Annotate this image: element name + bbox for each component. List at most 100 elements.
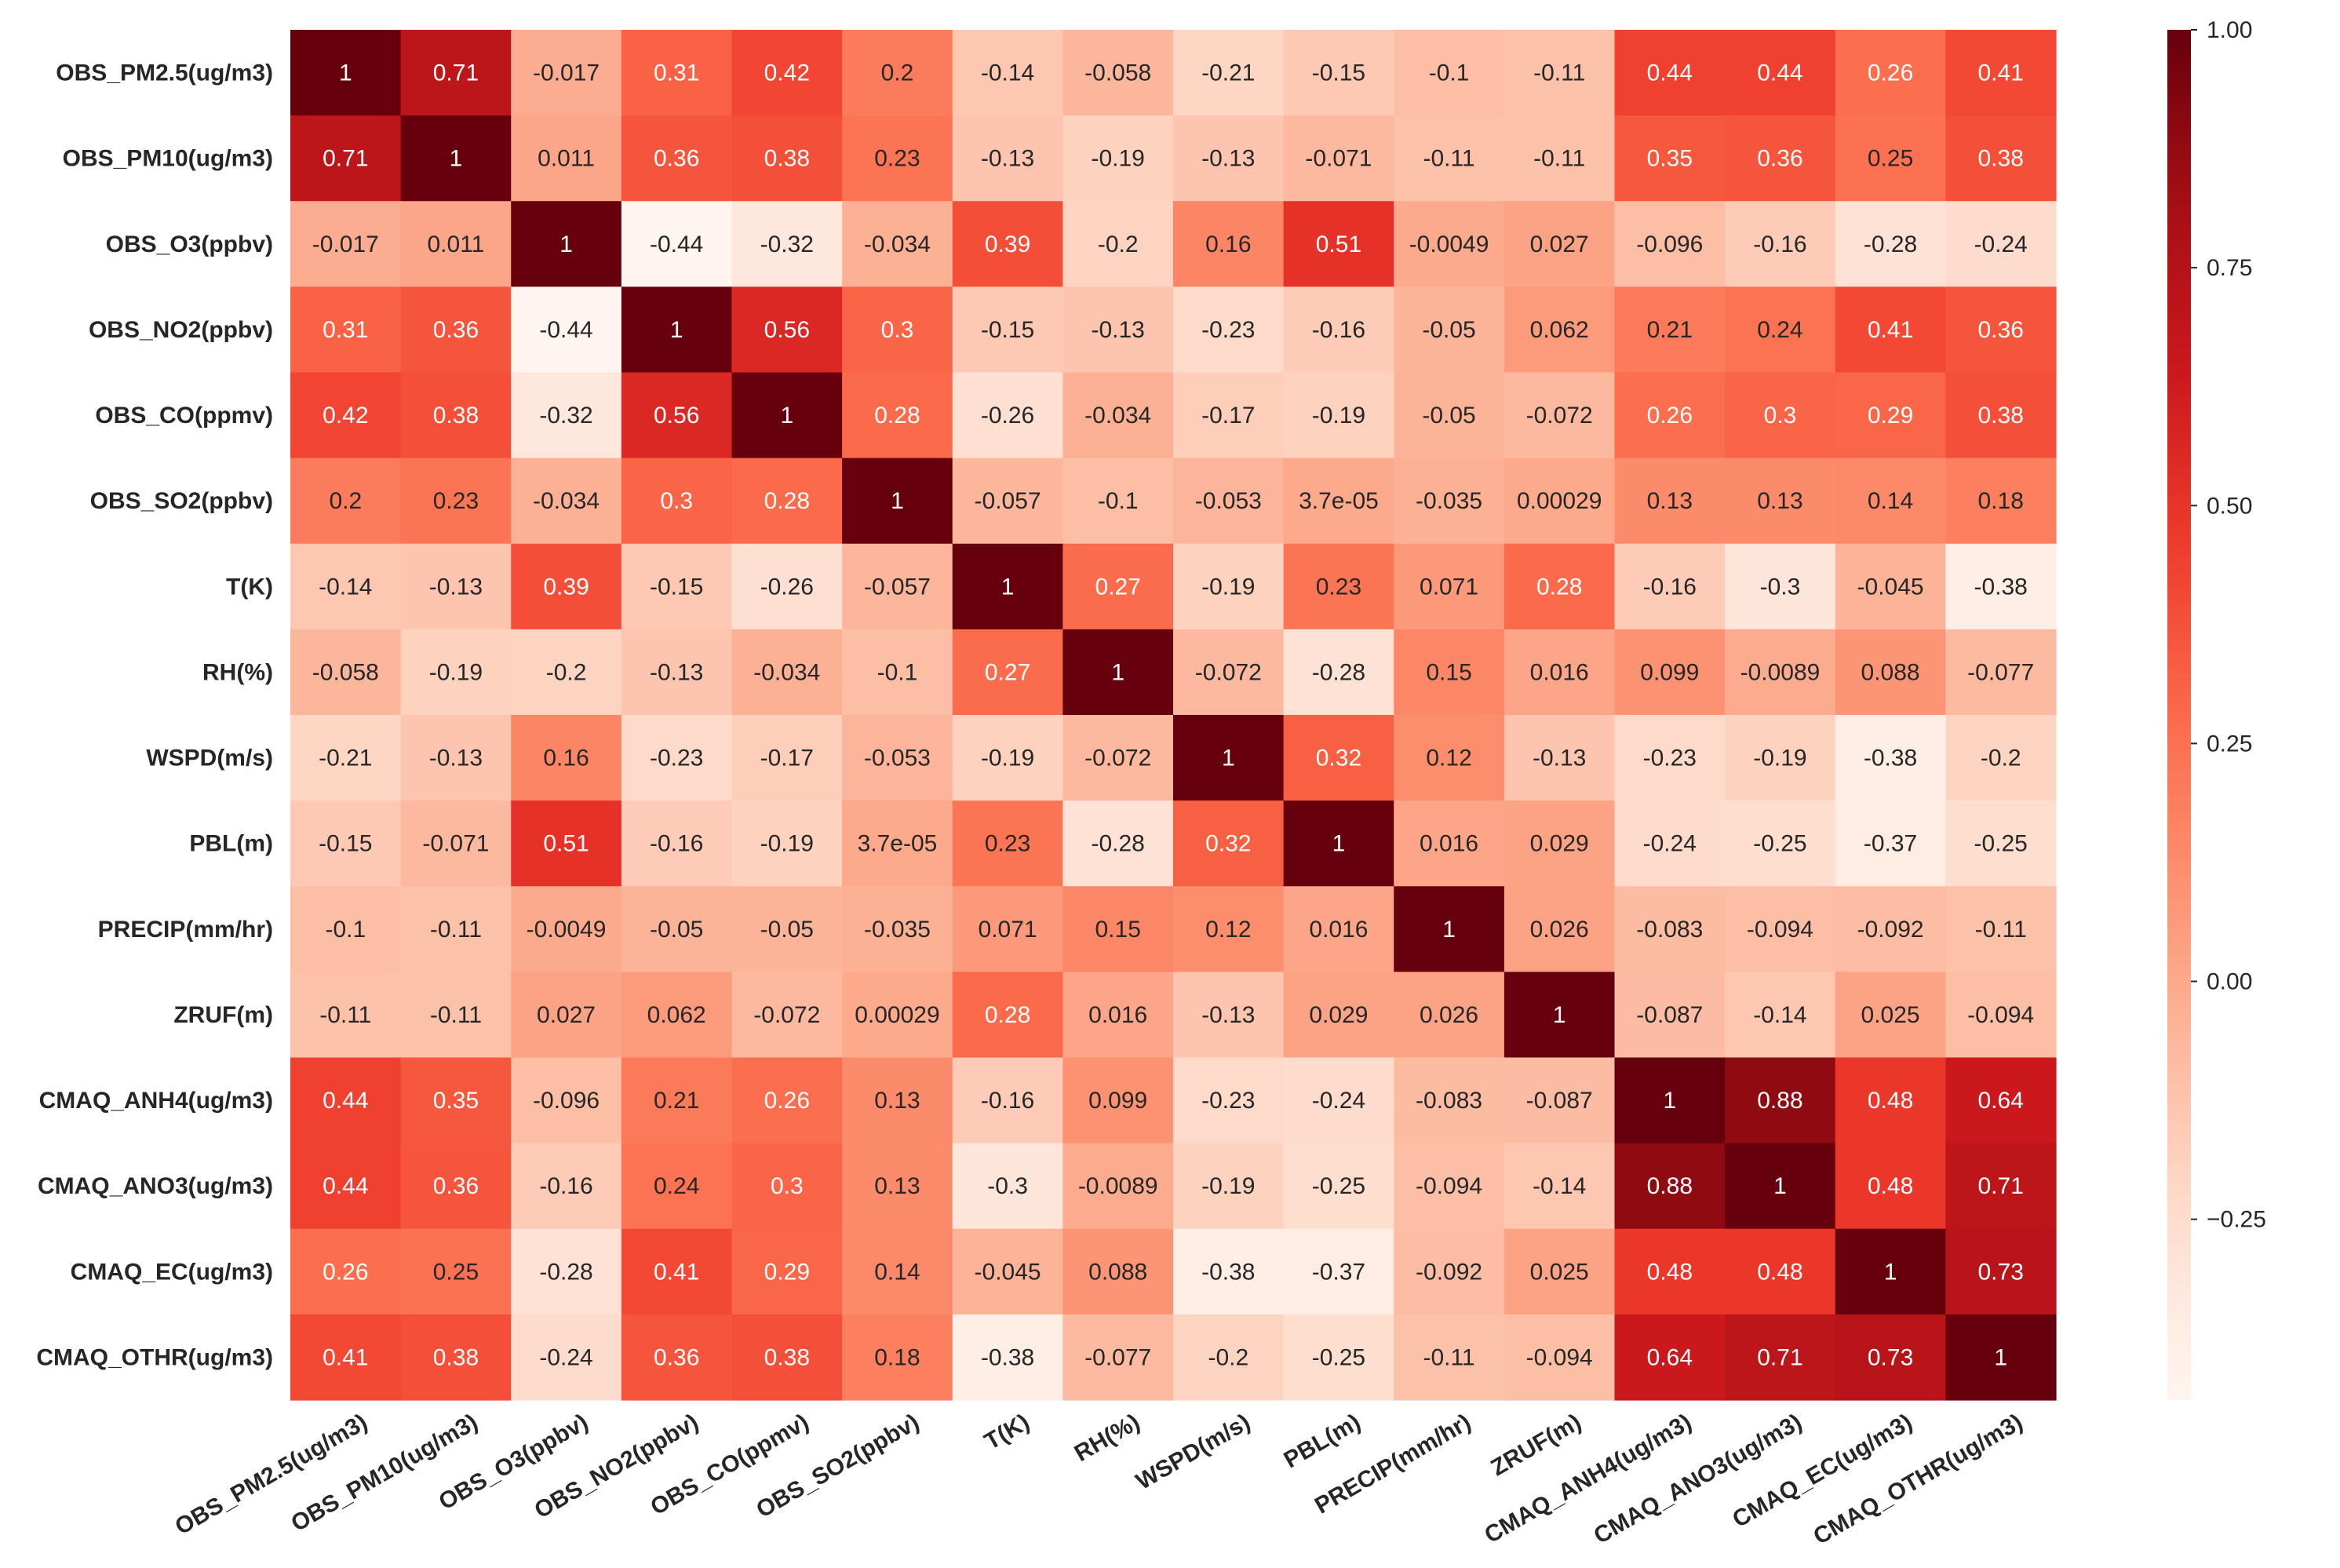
heatmap-cell xyxy=(290,715,402,801)
heatmap-cell xyxy=(1504,458,1616,545)
cell-value-label: 0.088 xyxy=(1088,1259,1147,1285)
cell-value-label: -0.05 xyxy=(1422,317,1475,343)
heatmap-cell xyxy=(1173,286,1285,374)
cell-value-label: -0.057 xyxy=(975,488,1041,514)
cell-value-label: 1 xyxy=(1111,659,1124,685)
cell-value-label: 0.3 xyxy=(660,488,693,514)
heatmap-cell xyxy=(1945,715,2057,801)
cell-value-label: -0.05 xyxy=(1422,403,1475,428)
cell-value-label: 0.099 xyxy=(1640,659,1699,685)
heatmap-cell xyxy=(1835,543,1946,630)
heatmap-cell xyxy=(290,286,402,374)
cell-value-label: 0.51 xyxy=(1316,232,1361,257)
cell-value-label: 0.23 xyxy=(1316,574,1361,600)
cell-value-label: 0.29 xyxy=(764,1259,810,1285)
heatmap-cell xyxy=(400,458,512,545)
heatmap-cell xyxy=(1725,1057,1836,1144)
cell-value-label: -0.38 xyxy=(1201,1259,1255,1285)
heatmap-cell xyxy=(621,1143,733,1230)
cell-value-label: 0.31 xyxy=(654,60,699,86)
heatmap-cell xyxy=(1062,1143,1174,1230)
heatmap-cell xyxy=(952,543,1063,630)
cell-value-label: 0.3 xyxy=(771,1173,804,1199)
cell-value-label: -0.1 xyxy=(877,659,918,685)
heatmap-cell xyxy=(511,286,622,374)
cell-value-label: 1 xyxy=(1884,1259,1897,1285)
cell-value-label: 0.71 xyxy=(1757,1344,1802,1370)
heatmap-cell xyxy=(290,1143,402,1230)
heatmap-cell xyxy=(1614,458,1726,545)
y-tick-label: OBS_NO2(ppbv) xyxy=(89,317,273,343)
cell-value-label: -0.11 xyxy=(319,1002,371,1028)
cell-value-label: -0.19 xyxy=(1312,403,1365,428)
cell-value-label: -0.25 xyxy=(1312,1173,1365,1199)
cell-value-label: 0.39 xyxy=(985,232,1030,257)
cell-value-label: -0.0089 xyxy=(1078,1173,1158,1199)
cell-value-label: 0.28 xyxy=(985,1002,1030,1028)
colorbar-tick-label: 1.00 xyxy=(2207,17,2252,43)
heatmap-cell xyxy=(511,629,622,716)
heatmap-cell xyxy=(842,1143,953,1230)
cell-value-label: -0.13 xyxy=(429,574,483,600)
x-tick-label: CMAQ_OTHR(ug/m3) xyxy=(1809,1409,2027,1549)
colorbar-tick-label: 0.00 xyxy=(2207,969,2252,995)
cell-value-label: 0.28 xyxy=(1536,574,1582,600)
heatmap-cell xyxy=(731,715,843,801)
heatmap-cell xyxy=(621,715,733,801)
heatmap-cell xyxy=(1394,543,1505,630)
cell-value-label: 0.23 xyxy=(985,831,1030,857)
cell-value-label: 1 xyxy=(559,232,573,257)
cell-value-label: -0.096 xyxy=(533,1088,600,1114)
cell-value-label: 0.13 xyxy=(1647,488,1693,514)
cell-value-label: -0.077 xyxy=(1084,1344,1151,1370)
cell-value-label: 0.062 xyxy=(647,1002,706,1028)
cell-value-label: 0.15 xyxy=(1426,659,1471,685)
cell-value-label: 0.15 xyxy=(1095,917,1140,943)
cell-value-label: -0.077 xyxy=(1967,659,2034,685)
colorbar-tick-label: 0.25 xyxy=(2207,731,2252,757)
heatmap-cell xyxy=(1835,115,1946,202)
heatmap-cell xyxy=(952,1143,1063,1230)
heatmap-cell xyxy=(290,1228,402,1315)
cell-value-label: -0.053 xyxy=(864,746,931,771)
cell-value-label: 0.13 xyxy=(874,1088,920,1114)
heatmap-cell xyxy=(952,1314,1063,1401)
heatmap-cell xyxy=(1945,1057,2057,1144)
cell-value-label: -0.035 xyxy=(1416,488,1482,514)
heatmap-cell xyxy=(290,372,402,459)
cell-value-label: 1 xyxy=(339,60,352,86)
colorbar-tick-label: 0.50 xyxy=(2207,493,2252,519)
cell-value-label: -0.096 xyxy=(1636,232,1703,257)
heatmap-cell xyxy=(1062,201,1174,287)
cell-value-label: 0.38 xyxy=(764,146,810,172)
cell-value-label: 0.38 xyxy=(1977,146,2023,172)
heatmap-cell xyxy=(1945,115,2057,202)
heatmap-cell xyxy=(1614,1057,1726,1144)
cell-value-label: 3.7e-05 xyxy=(858,831,938,857)
cell-value-label: 0.2 xyxy=(881,60,914,86)
heatmap-cell xyxy=(952,372,1063,459)
heatmap-cell xyxy=(842,30,953,116)
heatmap-cell xyxy=(1725,1228,1836,1315)
cell-value-label: -0.14 xyxy=(1533,1173,1586,1199)
heatmap-cell xyxy=(731,629,843,716)
heatmap-cell xyxy=(842,1057,953,1144)
cell-value-label: 0.41 xyxy=(1977,60,2023,86)
heatmap-cell xyxy=(1173,629,1285,716)
cell-value-label: -0.2 xyxy=(1981,746,2021,771)
cell-value-label: -0.25 xyxy=(1974,831,2027,857)
heatmap-cell xyxy=(1062,972,1174,1059)
y-tick-label: OBS_CO(ppmv) xyxy=(95,403,273,428)
cell-value-label: 0.071 xyxy=(979,917,1037,943)
cell-value-label: 0.71 xyxy=(433,60,479,86)
cell-value-label: 1 xyxy=(450,146,463,172)
cell-value-label: -0.11 xyxy=(430,1002,482,1028)
cell-value-label: 0.016 xyxy=(1530,659,1589,685)
heatmap-cell xyxy=(1835,972,1946,1059)
cell-value-label: 0.062 xyxy=(1530,317,1589,343)
heatmap-cell xyxy=(400,372,512,459)
y-tick-label: OBS_PM10(ug/m3) xyxy=(63,146,273,172)
cell-value-label: 1 xyxy=(1663,1088,1676,1114)
cell-value-label: -0.1 xyxy=(1098,488,1139,514)
